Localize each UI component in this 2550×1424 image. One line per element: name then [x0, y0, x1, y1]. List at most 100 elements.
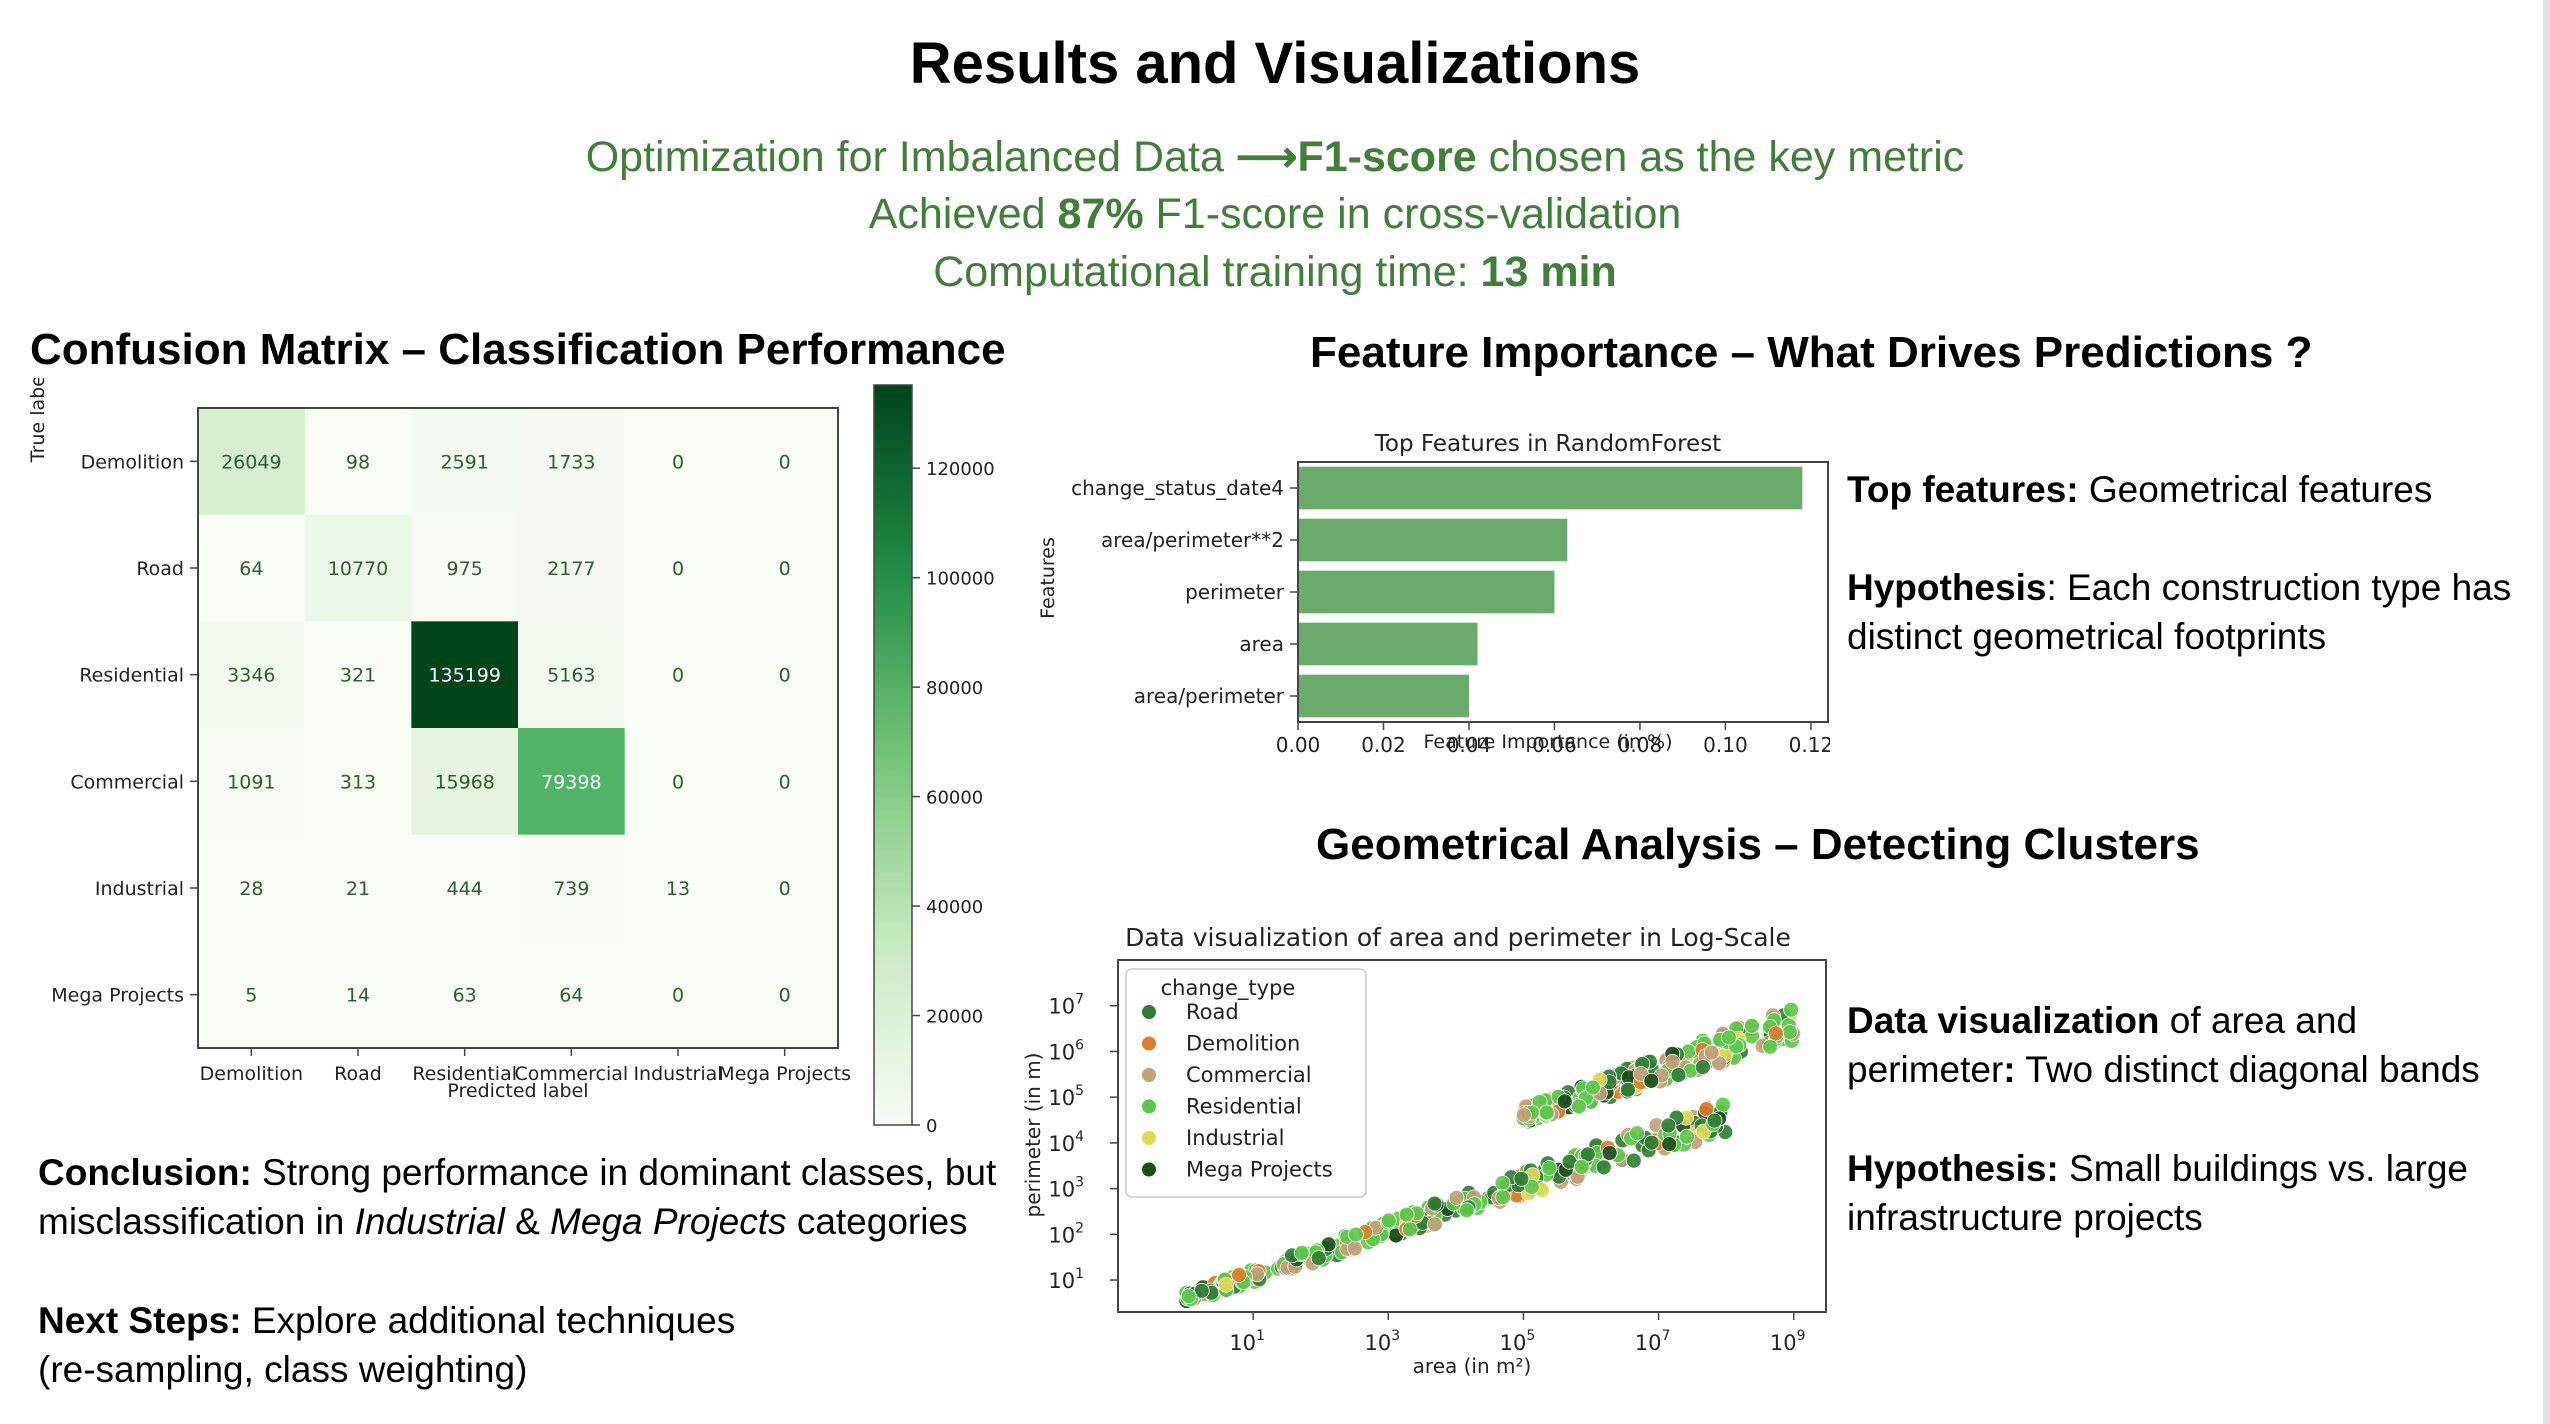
confusion-cell: [731, 834, 839, 942]
top-features-paragraph: Top features: Geometrical features: [1847, 465, 2527, 514]
confusion-cell-value: 0: [672, 985, 684, 1007]
scatter-point: [1538, 1104, 1555, 1121]
scatter-point: [1347, 1226, 1364, 1243]
data-visualization-paragraph: Data visualization of area and perimeter…: [1847, 996, 2527, 1094]
importance-bar: [1298, 622, 1478, 666]
data-visualization-text-2: Two distinct diagonal bands: [2015, 1049, 2480, 1090]
scatter-frame: [1117, 959, 1827, 1313]
colorbar-tick-label: 40000: [926, 897, 983, 918]
confusion-cell-value: 63: [453, 985, 477, 1007]
confusion-frame: [197, 407, 839, 1049]
importance-x-tick-label: 0.02: [1361, 733, 1406, 757]
confusion-x-tick-label: Road: [334, 1063, 382, 1085]
scatter-title: Data visualization of area and perimeter…: [1125, 923, 1791, 952]
legend-entries: Road Demolition Commercial Residential Indus…: [1142, 1000, 1333, 1182]
scatter-point: [1231, 1267, 1247, 1283]
scatter-point: [1620, 1081, 1636, 1098]
legend-label: Mega Projects: [1186, 1158, 1333, 1182]
confusion-x-tick-label: Residential: [412, 1063, 517, 1085]
legend-label: Commercial: [1186, 1063, 1312, 1087]
confusion-cell: [304, 514, 412, 622]
confusion-cell: [198, 514, 306, 622]
confusion-cells: 26049 98 2591 1733 0 0 64 10770 975 2177 0 0 3346 321…: [198, 408, 839, 1049]
importance-heading: Feature Importance – What Drives Predict…: [1310, 328, 2313, 377]
confusion-cell: [198, 408, 306, 516]
confusion-y-tick-label: Industrial: [95, 878, 184, 900]
subtitle-2-text-a: Achieved: [868, 190, 1058, 238]
top-features-text: Geometrical features: [2078, 469, 2433, 510]
confusion-cell-value: 0: [672, 451, 684, 473]
importance-bar: [1298, 518, 1568, 562]
confusion-cell-value: 1091: [227, 771, 275, 793]
confusion-cell-value: 14: [346, 985, 370, 1007]
subtitle-3-bold: 13 min: [1480, 248, 1617, 296]
confusion-cell-value: 321: [340, 665, 376, 687]
confusion-cell-value: 15968: [434, 771, 494, 793]
next-steps-label: Next Steps:: [38, 1300, 242, 1341]
subtitle-line-1: Optimization for Imbalanced Data ⟶F1-sco…: [0, 132, 2550, 182]
confusion-cell-value: 2591: [440, 451, 488, 473]
legend-marker: [1142, 1005, 1156, 1019]
scatter-point: [1426, 1216, 1443, 1233]
scatter-x-tick-exponent: 5: [1526, 1328, 1535, 1344]
scatter-point: [1721, 1029, 1737, 1046]
confusion-cell-value: 0: [672, 771, 684, 793]
scatter-point: [1643, 1072, 1660, 1089]
conclusion-text: Strong performance in dominant classes, …: [38, 1152, 997, 1242]
scatter-y-tick-exponent: 5: [1075, 1083, 1084, 1099]
legend-marker: [1142, 1131, 1156, 1145]
confusion-cell-value: 0: [779, 558, 791, 580]
scatter-point: [1541, 1160, 1558, 1176]
scatter-y-tick-label: 103: [1048, 1175, 1084, 1202]
scatter-point: [1768, 1025, 1784, 1042]
geometry-hypothesis-paragraph: Hypothesis: Small buildings vs. large in…: [1847, 1144, 2527, 1242]
confusion-x-tick-label: Demolition: [200, 1063, 303, 1085]
confusion-cell-value: 1733: [547, 451, 595, 473]
scatter-x-tick-exponent: 1: [1256, 1328, 1265, 1344]
next-steps-paragraph: Next Steps: Explore additional technique…: [38, 1296, 798, 1394]
subtitle-line-3: Computational training time: 13 min: [0, 248, 2550, 297]
importance-bars: change_status_date4 area/perimeter**2 peri…: [1071, 466, 1803, 718]
scatter-point: [1513, 1170, 1530, 1187]
confusion-cell: [518, 941, 626, 1049]
confusion-matrix-chart: 26049 98 2591 1733 0 0 64 10770 975 2177 0 0 3346 321…: [27, 378, 995, 1137]
top-features-label: Top features:: [1847, 469, 2079, 510]
importance-y-tick-label: area/perimeter**2: [1101, 528, 1284, 552]
confusion-heading: Confusion Matrix – Classification Perfor…: [30, 325, 1006, 374]
data-visualization-label: Data visualization: [1847, 1000, 2160, 1041]
confusion-cell-value: 0: [779, 665, 791, 687]
legend-title: change_type: [1161, 976, 1296, 1001]
scatter-point: [1398, 1206, 1415, 1223]
conclusion-paragraph: Conclusion: Strong performance in domina…: [38, 1148, 1013, 1246]
confusion-cell: [411, 408, 519, 516]
confusion-y-tick-label: Mega Projects: [51, 985, 184, 1007]
scatter-point: [1664, 1053, 1681, 1070]
scatter-y-tick-label: 105: [1048, 1083, 1084, 1110]
scatter-point: [1601, 1145, 1618, 1161]
scatter-y-tick-exponent: 1: [1075, 1266, 1084, 1282]
scatter-point: [1715, 1096, 1731, 1113]
confusion-cell: [518, 834, 626, 942]
arrow-icon: ⟶: [1235, 133, 1298, 181]
conclusion-italic-mega: Mega Projects: [550, 1201, 787, 1242]
importance-x-tick-label: 0.10: [1703, 733, 1748, 757]
subtitle-2-bold: 87%: [1057, 190, 1144, 238]
subtitle-line-2: Achieved 87% F1-score in cross-validatio…: [0, 190, 2550, 239]
geometry-hypothesis-text: Small buildings vs. large infrastructure…: [1847, 1148, 2469, 1238]
scatter-point: [1218, 1276, 1234, 1293]
scatter-point: [1571, 1098, 1587, 1115]
scatter-y-tick-exponent: 6: [1075, 1037, 1084, 1053]
scatter-point: [1695, 1059, 1711, 1076]
scatter-point: [1293, 1244, 1310, 1261]
feature-importance-chart: Top Features in RandomForest change_stat…: [1037, 431, 1830, 757]
confusion-cell-value: 28: [239, 878, 263, 900]
scatter-point: [1401, 1221, 1418, 1238]
confusion-x-tick-label: Industrial: [633, 1063, 722, 1085]
colorbar-tick-label: 80000: [926, 678, 983, 699]
data-visualization-colon: :: [2003, 1049, 2016, 1090]
importance-y-tick-label: perimeter: [1185, 580, 1285, 604]
scatter-point: [1595, 1159, 1612, 1176]
scatter-x-ticks: 101 103 105 107 109: [1229, 1312, 1806, 1355]
legend-marker: [1142, 1068, 1156, 1082]
